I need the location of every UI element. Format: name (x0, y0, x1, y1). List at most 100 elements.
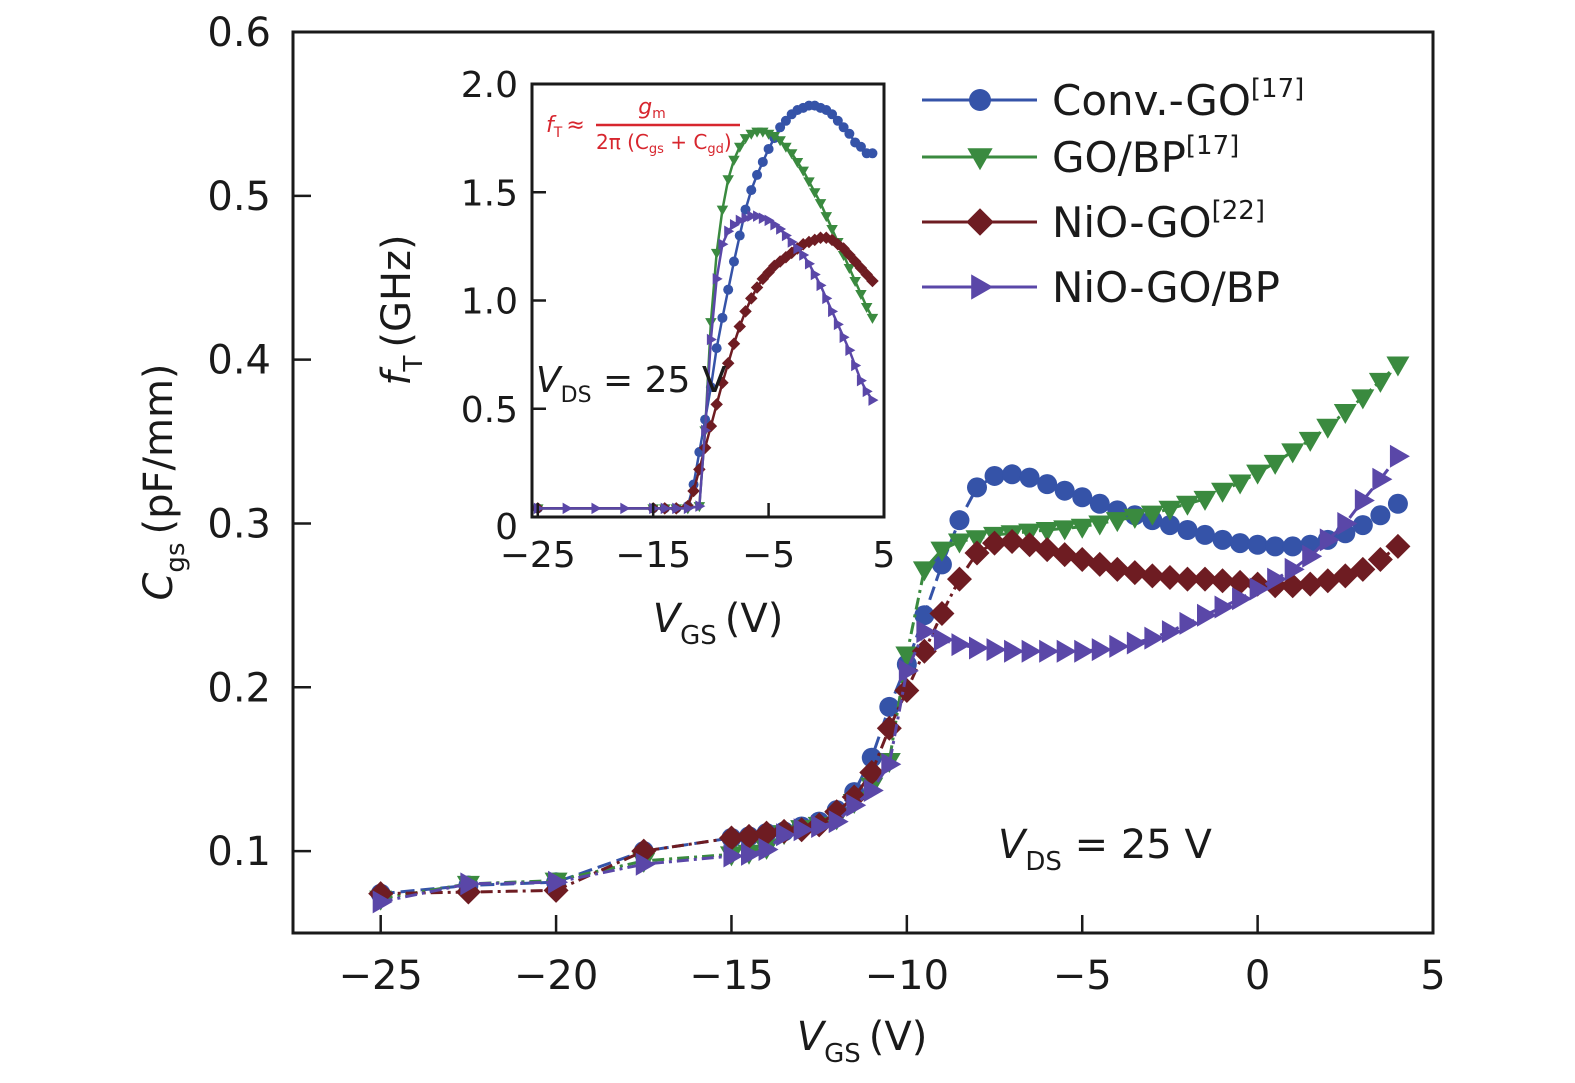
svg-text:fT≈: fT ≈ (546, 113, 585, 141)
main-vds-annotation: VDS = 25 V (998, 822, 1212, 877)
main-series-line (380, 455, 1400, 904)
inset-y-axis-title: fT(GHz) (374, 234, 429, 385)
main-y-tick-label: 0.2 (207, 665, 271, 711)
inset-data-point (706, 333, 717, 346)
inset-data-point (712, 273, 723, 285)
main-data-point (1354, 489, 1375, 513)
main-data-point (793, 818, 814, 842)
main-data-point (1088, 515, 1112, 536)
main-data-point (1352, 515, 1373, 536)
inset-data-point (716, 376, 729, 390)
main-series-conv-go (370, 464, 1408, 904)
inset-data-point (718, 238, 729, 250)
main-data-point (1122, 560, 1148, 586)
main-data-point (1267, 567, 1288, 591)
inset-data-point (758, 212, 769, 224)
inset-data-point (721, 357, 735, 370)
main-x-axis-title-unit: (V) (869, 1014, 928, 1060)
main-data-point (1052, 542, 1078, 568)
main-data-point (1034, 537, 1060, 563)
main-data-point (1175, 495, 1199, 516)
main-data-point (1039, 639, 1060, 663)
main-series-nio-go-bp (372, 444, 1410, 914)
main-data-point (718, 825, 744, 851)
main-series (368, 356, 1411, 914)
legend-marker (969, 89, 991, 111)
inset-x-axis-title: VGS (V) (653, 596, 784, 651)
main-vds-sub: DS (1025, 847, 1062, 877)
main-data-point (1212, 529, 1233, 550)
main-data-point (1072, 487, 1093, 508)
inset-data-point (753, 210, 764, 222)
main-data-point (947, 533, 971, 554)
main-data-point (898, 659, 919, 683)
inset-data-point (733, 142, 746, 153)
main-series-go-bp (369, 356, 1410, 911)
main-data-point (881, 752, 902, 776)
main-data-point (1140, 505, 1164, 526)
inset-data-point (660, 502, 671, 515)
main-y-axis-title: Cgs (pF/mm) (136, 363, 191, 600)
inset-data-point (701, 424, 712, 437)
main-data-point (1368, 372, 1392, 393)
inset-vds-sub: DS (561, 383, 592, 408)
inset-data-point (683, 502, 694, 515)
main-x-tick-label: −25 (338, 953, 422, 999)
inset-x-axis-title-sub: GS (680, 621, 717, 651)
main-data-point (846, 793, 867, 817)
main-data-point (1372, 467, 1393, 491)
inset-data-point (785, 149, 798, 160)
main-data-point (986, 638, 1007, 662)
inset-data-point (826, 225, 838, 236)
inset-y-axis-title-sub: T (399, 356, 429, 373)
main-data-point (967, 477, 987, 498)
main-data-point (1389, 444, 1410, 468)
inset-data-point (820, 212, 833, 223)
main-data-point (1037, 474, 1058, 495)
main-data-point (964, 540, 990, 566)
main-data-point (1302, 544, 1323, 568)
main-data-point (1385, 533, 1411, 559)
inset-y-tick-label: 1.5 (461, 173, 518, 214)
main-data-point (1265, 536, 1286, 557)
main-data-point (1281, 443, 1305, 464)
main-data-point (930, 541, 954, 562)
formula-numerator: g (638, 95, 652, 120)
main-y-tick-label: 0.4 (207, 338, 271, 384)
inset-data-point (810, 268, 821, 281)
inset-data-point (752, 169, 763, 180)
main-data-point (1284, 557, 1305, 581)
main-data-point (548, 870, 569, 894)
ft-formula: fT ≈ gm 2π (Cgs + Cgd) (546, 95, 740, 157)
inset-data-point (791, 157, 804, 168)
main-data-point (999, 528, 1025, 554)
main-data-point (984, 465, 1005, 486)
main-data-point (758, 837, 779, 861)
main-data-point (1298, 431, 1322, 452)
legend-item-go-bp: GO/BP[17] (922, 131, 1239, 182)
legend-marker (967, 148, 993, 171)
main-data-point (635, 852, 656, 876)
main-data-point (969, 636, 989, 660)
inset-x-axis-title-unit: (V) (725, 596, 784, 642)
inset-data-point (781, 229, 792, 242)
main-y-axis-title-sub: gs (161, 543, 191, 573)
main-x-tick-label: −20 (514, 953, 598, 999)
inset-data-point (845, 344, 856, 357)
main-data-point (1370, 505, 1391, 526)
inset-data-point (822, 292, 833, 305)
inset-data-point (723, 284, 734, 295)
main-x-tick-label: 0 (1245, 953, 1270, 999)
main-data-point (1144, 626, 1165, 650)
inset-data-point (774, 136, 786, 147)
main-data-point (1089, 493, 1110, 514)
inset-data-point (746, 185, 757, 196)
main-data-point (1263, 454, 1287, 475)
inset-data-point (717, 312, 728, 323)
svg-text:gm: gm (638, 95, 666, 122)
inset-data-point (776, 223, 787, 235)
inset-data-point (733, 320, 746, 333)
main-data-point (879, 696, 900, 717)
inset-y-axis-title-unit: (GHz) (374, 234, 420, 347)
